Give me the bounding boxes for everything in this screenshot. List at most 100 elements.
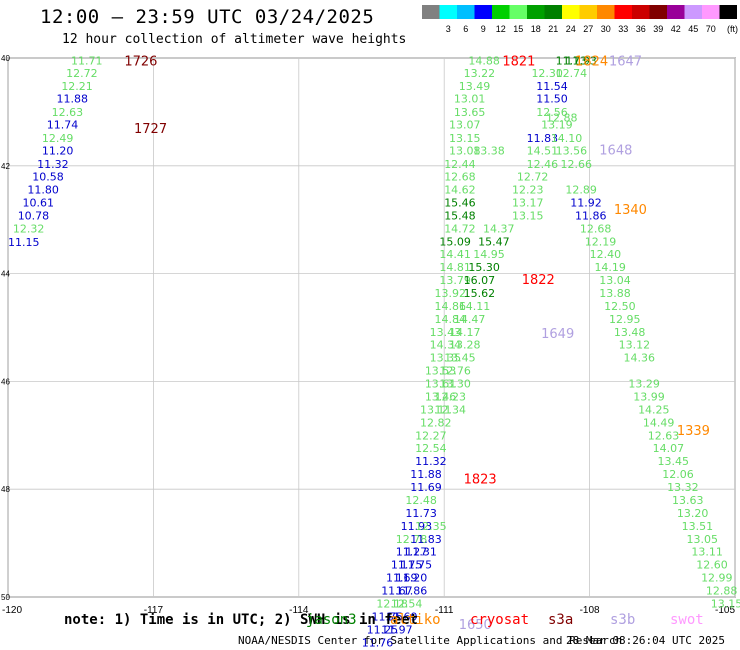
wave-height-label: 11.75: [391, 559, 423, 572]
wave-height-label: 12.50: [604, 300, 636, 313]
pass-time-label: 1726: [124, 55, 157, 70]
satellite-s3b: s3b: [610, 612, 636, 628]
wave-height-label: 12.27: [415, 429, 447, 442]
color-scale-tick: 6: [463, 24, 468, 34]
x-tick-label: -114: [289, 605, 309, 616]
wave-height-label: 12.63: [52, 106, 83, 119]
wave-height-label: 11.93: [401, 520, 433, 533]
color-scale-tick: 33: [618, 24, 628, 34]
wave-height-label: 13.99: [633, 390, 665, 403]
wave-height-label: 13.63: [672, 494, 704, 507]
pass-time-label: 1649: [541, 327, 574, 342]
wave-height-label: 13.01: [454, 92, 486, 105]
wave-height-label: 11.83: [527, 132, 559, 145]
color-swatch: [509, 5, 527, 19]
color-scale-tick: 21: [548, 24, 558, 34]
color-scale-legend: 3 6 9 12 15 18 21 24 27 30 33 36 39 42 45 70 (ft): [422, 5, 738, 34]
wave-height-label: 11.69: [410, 481, 442, 494]
wave-height-label: 14.95: [473, 248, 505, 261]
wave-height-label: 14.25: [638, 403, 670, 416]
y-tick-label: 40: [1, 54, 10, 63]
color-swatch: [614, 5, 632, 19]
wave-height-label: 12.82: [420, 416, 452, 429]
color-scale-tick: 70: [706, 24, 716, 34]
wave-height-label: 11.92: [570, 196, 602, 209]
satellite-s3a: s3a: [548, 612, 574, 628]
wave-height-label: 13.22: [464, 67, 496, 80]
wave-height-label: 13.28: [449, 339, 481, 352]
wave-height-label: 13.11: [420, 403, 452, 416]
wave-height-label: 13.15: [512, 209, 544, 222]
wave-height-label: 14.84: [435, 313, 467, 326]
wave-height-label: 11.88: [56, 92, 88, 105]
wave-height-label: 12.48: [405, 494, 437, 507]
wave-height-label: 14.19: [594, 261, 626, 274]
wave-height-label: 10.58: [32, 171, 64, 184]
wave-height-label: 12.88: [706, 585, 738, 598]
wave-height-label: 14.36: [624, 352, 656, 365]
x-tick-label: -111: [435, 605, 454, 616]
color-scale-tick: 24: [566, 24, 576, 34]
wave-height-label: 14.34: [430, 339, 462, 352]
color-swatch: [719, 5, 737, 19]
color-swatch: [649, 5, 667, 19]
color-swatch: [439, 5, 457, 19]
wave-height-label: 13.35: [430, 352, 462, 365]
wave-height-label: 11.69: [386, 572, 418, 585]
credit-line: NOAA/NESDIS Center for Satellite Applica…: [238, 634, 623, 647]
wave-height-label: 11.75: [401, 559, 433, 572]
wave-height-label: 10.61: [23, 196, 55, 209]
wave-height-label: 14.07: [653, 442, 685, 455]
wave-height-label: 11.93: [565, 55, 597, 68]
color-swatch: [457, 5, 475, 19]
wave-height-label: 12.44: [444, 158, 476, 171]
color-swatch: [544, 5, 562, 19]
wave-height-label: 11.75: [372, 610, 404, 623]
wave-height-label: 12.49: [42, 132, 74, 145]
pass-time-label: 1821: [502, 55, 535, 70]
pass-time-label: 1340: [614, 203, 647, 218]
pass-time-label: 1648: [599, 144, 632, 159]
wave-height-label: 13.49: [459, 80, 491, 93]
wave-height-label: 11.50: [536, 92, 568, 105]
color-scale-tick: 42: [671, 24, 681, 34]
pass-time-label: 1823: [464, 472, 497, 487]
x-tick-label: -120: [2, 605, 22, 616]
color-swatch: [667, 5, 685, 19]
wave-height-label: 14.86: [435, 300, 467, 313]
wave-height-label: 15.30: [468, 261, 500, 274]
track-d-ne: 11.7311.9312.3012.7411.5411.5012.5612.88…: [512, 55, 631, 287]
wave-height-label: 14.88: [468, 55, 500, 68]
wave-height-label: 14.41: [439, 248, 471, 261]
wave-height-label: 12.72: [517, 171, 549, 184]
wave-height-label: 12.46: [527, 158, 559, 171]
color-scale-tick: 27: [583, 24, 593, 34]
wave-height-label: 10.78: [18, 209, 50, 222]
wave-height-label: 14.17: [449, 326, 481, 339]
color-scale-tick: 36: [636, 24, 646, 34]
wave-height-label: 12.34: [435, 403, 467, 416]
color-swatch: [492, 5, 510, 19]
wave-height-label: 12.54: [391, 597, 423, 610]
pass-time-label: 1822: [522, 273, 555, 288]
wave-height-label: 11.25: [367, 623, 399, 636]
wave-height-label: 12.78: [396, 533, 428, 546]
wave-height-label: 12.72: [66, 67, 98, 80]
wave-height-label: 12.89: [565, 184, 597, 197]
wave-height-label: 13.15: [711, 597, 740, 610]
y-tick-label: 44: [1, 270, 10, 279]
track-a-west: 11.7112.7212.2111.8812.6311.7412.4911.20…: [8, 55, 103, 249]
wave-height-label: 11.54: [536, 80, 568, 93]
wave-height-label: 12.68: [580, 222, 612, 235]
wave-height-label: 11.76: [362, 636, 394, 649]
color-swatch: [527, 5, 545, 19]
pass-time-label: 1824: [575, 55, 608, 70]
wave-height-label: 15.09: [439, 235, 471, 248]
wave-height-label: 14.51: [527, 145, 559, 158]
wave-height-label: 13.29: [628, 378, 660, 391]
satellite-cryosat: cryosat: [470, 612, 530, 628]
wave-height-label: 13.38: [473, 145, 505, 158]
y-tick-label: 48: [1, 485, 10, 494]
wave-height-label: 12.30: [531, 67, 563, 80]
